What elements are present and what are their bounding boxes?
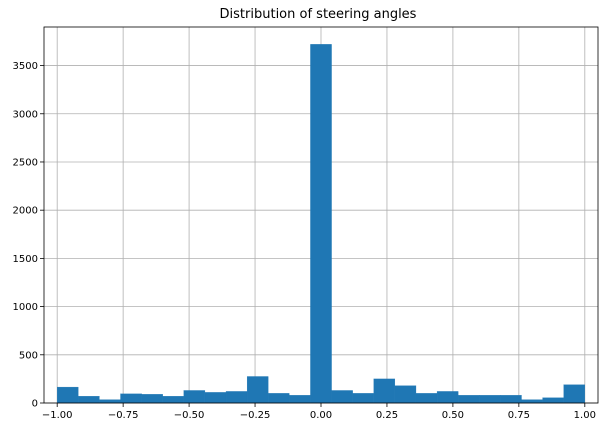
histogram-bar	[204, 392, 227, 404]
x-tick-label: −1.00	[42, 410, 73, 421]
histogram-bar	[373, 378, 396, 404]
histogram-bar	[394, 385, 417, 404]
histogram-bar	[57, 386, 79, 404]
x-tick-label: 0.75	[508, 410, 530, 421]
histogram-bar	[479, 395, 501, 404]
x-tick-label: −0.75	[108, 410, 139, 421]
histogram-bar	[436, 391, 459, 404]
x-tick-label: 0.25	[376, 410, 398, 421]
chart-title: Distribution of steering angles	[220, 7, 417, 22]
histogram-bar	[331, 390, 353, 404]
x-tick-label: −0.25	[240, 410, 271, 421]
histogram-bar	[99, 399, 121, 404]
histogram-bar	[310, 44, 332, 404]
y-tick-label: 2000	[13, 206, 38, 217]
histogram-bar	[225, 391, 248, 404]
histogram-bar	[458, 395, 480, 404]
x-tick-label: −0.50	[174, 410, 205, 421]
y-tick-label: 1500	[13, 254, 38, 265]
histogram-bar	[268, 393, 290, 404]
bars	[57, 44, 585, 404]
y-tick-label: 1000	[13, 302, 38, 313]
x-tick-label: 0.50	[442, 410, 464, 421]
y-tick-label: 0	[32, 399, 38, 410]
x-tick-label: 0.00	[310, 410, 332, 421]
histogram-bar	[162, 396, 184, 404]
histogram-bar	[542, 397, 564, 404]
y-tick-label: 2500	[13, 157, 38, 168]
histogram-bar	[563, 384, 585, 404]
x-tick-label: 1.00	[574, 410, 596, 421]
histogram-bar	[289, 395, 311, 404]
histogram-bar	[500, 395, 522, 404]
y-tick-label: 3000	[13, 109, 38, 120]
histogram-bar	[352, 393, 374, 404]
y-tick-label: 3500	[13, 61, 38, 72]
y-axis-ticks: 0 500 1000 1500 2000 2500 3000 3500	[13, 61, 44, 410]
histogram-bar	[415, 393, 438, 404]
histogram-bar	[120, 393, 142, 404]
histogram-bar	[521, 399, 543, 404]
histogram-bar	[246, 376, 269, 404]
histogram-bar	[183, 390, 206, 404]
x-axis-ticks: −1.00 −0.75 −0.50 −0.25 0.00 0.25 0.50 0.75 1.00	[42, 403, 596, 421]
histogram-bar	[78, 396, 100, 404]
histogram-bar	[141, 394, 163, 404]
y-tick-label: 500	[19, 350, 38, 361]
